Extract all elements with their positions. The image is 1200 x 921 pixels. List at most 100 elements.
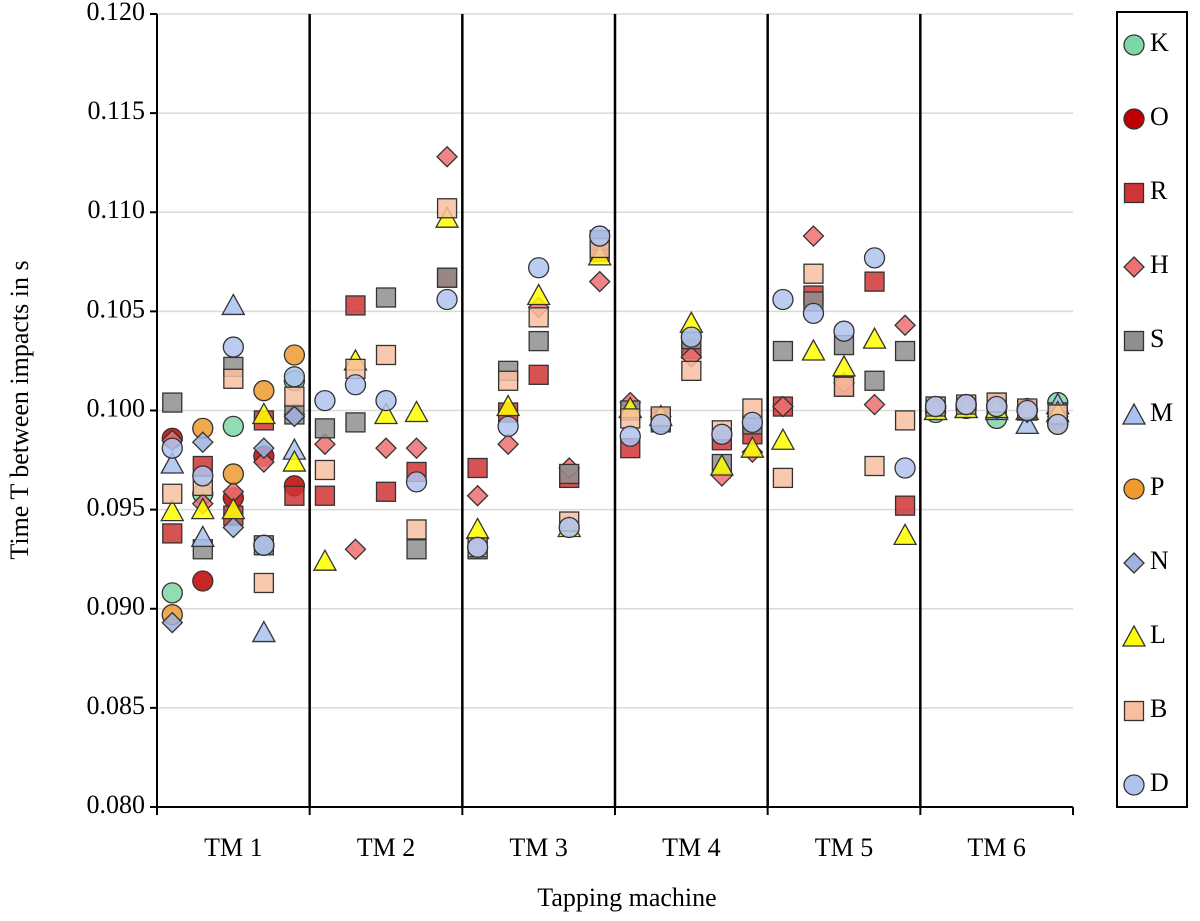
data-point bbox=[865, 371, 884, 390]
data-point bbox=[162, 583, 182, 603]
data-point bbox=[620, 426, 640, 446]
data-point bbox=[407, 438, 427, 458]
data-point bbox=[865, 457, 884, 476]
legend-marker bbox=[1124, 479, 1144, 499]
data-point bbox=[1048, 414, 1068, 434]
data-point bbox=[529, 332, 548, 351]
data-point bbox=[772, 429, 794, 449]
x-axis-label: Tapping machine bbox=[537, 883, 716, 912]
data-point bbox=[529, 258, 549, 278]
data-point bbox=[865, 248, 885, 268]
data-point bbox=[163, 524, 182, 543]
data-point bbox=[438, 268, 457, 287]
data-point bbox=[865, 272, 884, 291]
data-point bbox=[467, 518, 489, 538]
data-point bbox=[406, 401, 428, 421]
data-point bbox=[284, 345, 304, 365]
data-point bbox=[803, 226, 823, 246]
data-point bbox=[651, 414, 671, 434]
data-point bbox=[896, 342, 915, 361]
data-point bbox=[590, 226, 610, 246]
y-tick-label: 0.085 bbox=[87, 691, 146, 720]
data-point bbox=[315, 391, 335, 411]
legend-label: O bbox=[1150, 102, 1169, 131]
data-point bbox=[468, 486, 488, 506]
data-point bbox=[407, 520, 426, 539]
data-point bbox=[162, 438, 182, 458]
legend-marker bbox=[1125, 332, 1144, 351]
legend-marker bbox=[1124, 109, 1144, 129]
x-tick-label: TM 4 bbox=[662, 833, 721, 862]
data-point bbox=[253, 622, 275, 642]
y-tick-label: 0.090 bbox=[87, 592, 146, 621]
legend-marker bbox=[1124, 775, 1144, 795]
data-point bbox=[376, 438, 396, 458]
data-point bbox=[773, 468, 792, 487]
data-point bbox=[498, 416, 518, 436]
y-tick-label: 0.080 bbox=[87, 790, 146, 819]
x-tick-label: TM 1 bbox=[204, 833, 263, 862]
x-tick-label: TM 2 bbox=[357, 833, 416, 862]
data-point bbox=[712, 424, 732, 444]
data-point bbox=[315, 486, 334, 505]
data-point bbox=[224, 369, 243, 388]
data-point bbox=[222, 294, 244, 314]
legend-label: D bbox=[1150, 768, 1169, 797]
data-point bbox=[254, 381, 274, 401]
data-point bbox=[682, 361, 701, 380]
data-point bbox=[314, 550, 336, 570]
y-tick-label: 0.100 bbox=[87, 393, 146, 422]
data-point bbox=[895, 458, 915, 478]
data-point bbox=[528, 285, 550, 305]
data-point bbox=[926, 397, 946, 417]
legend-label: K bbox=[1150, 28, 1169, 57]
x-tick-label: TM 5 bbox=[815, 833, 874, 862]
data-point bbox=[864, 328, 886, 348]
data-point bbox=[560, 464, 579, 483]
data-point bbox=[802, 340, 824, 360]
data-point bbox=[894, 524, 916, 544]
y-tick-label: 0.105 bbox=[87, 294, 146, 323]
y-tick-label: 0.120 bbox=[87, 0, 146, 26]
data-point bbox=[773, 289, 793, 309]
legend-label: L bbox=[1150, 620, 1166, 649]
y-tick-label: 0.095 bbox=[87, 493, 146, 522]
y-tick-label: 0.110 bbox=[87, 195, 145, 224]
data-point bbox=[499, 371, 518, 390]
data-point bbox=[865, 395, 885, 415]
data-point bbox=[468, 537, 488, 557]
chart: Tapping machine Time T between impacts i… bbox=[0, 0, 1200, 921]
data-point bbox=[376, 391, 396, 411]
data-point bbox=[468, 458, 487, 477]
data-point bbox=[437, 147, 457, 167]
legend-label: B bbox=[1150, 694, 1167, 723]
data-point bbox=[223, 464, 243, 484]
data-point bbox=[438, 199, 457, 218]
data-point bbox=[377, 482, 396, 501]
legend-marker bbox=[1124, 35, 1144, 55]
data-point bbox=[896, 411, 915, 430]
data-point bbox=[529, 308, 548, 327]
data-point bbox=[192, 526, 214, 546]
data-point bbox=[223, 337, 243, 357]
data-point bbox=[956, 395, 976, 415]
data-point bbox=[834, 321, 854, 341]
data-point bbox=[315, 419, 334, 438]
data-point bbox=[681, 327, 701, 347]
data-point bbox=[742, 412, 762, 432]
legend-label: P bbox=[1150, 472, 1164, 501]
data-point bbox=[407, 540, 426, 559]
data-point bbox=[559, 517, 579, 537]
data-point bbox=[285, 387, 304, 406]
legend-label: H bbox=[1150, 250, 1169, 279]
y-axis-label: Time T between impacts in s bbox=[5, 260, 34, 559]
data-point bbox=[1017, 401, 1037, 421]
data-point bbox=[254, 573, 273, 592]
data-point bbox=[590, 272, 610, 292]
legend-marker bbox=[1125, 184, 1144, 203]
y-tick-label: 0.115 bbox=[87, 96, 145, 125]
data-point bbox=[193, 571, 213, 591]
data-point bbox=[346, 413, 365, 432]
data-point bbox=[437, 289, 457, 309]
data-point bbox=[895, 315, 915, 335]
